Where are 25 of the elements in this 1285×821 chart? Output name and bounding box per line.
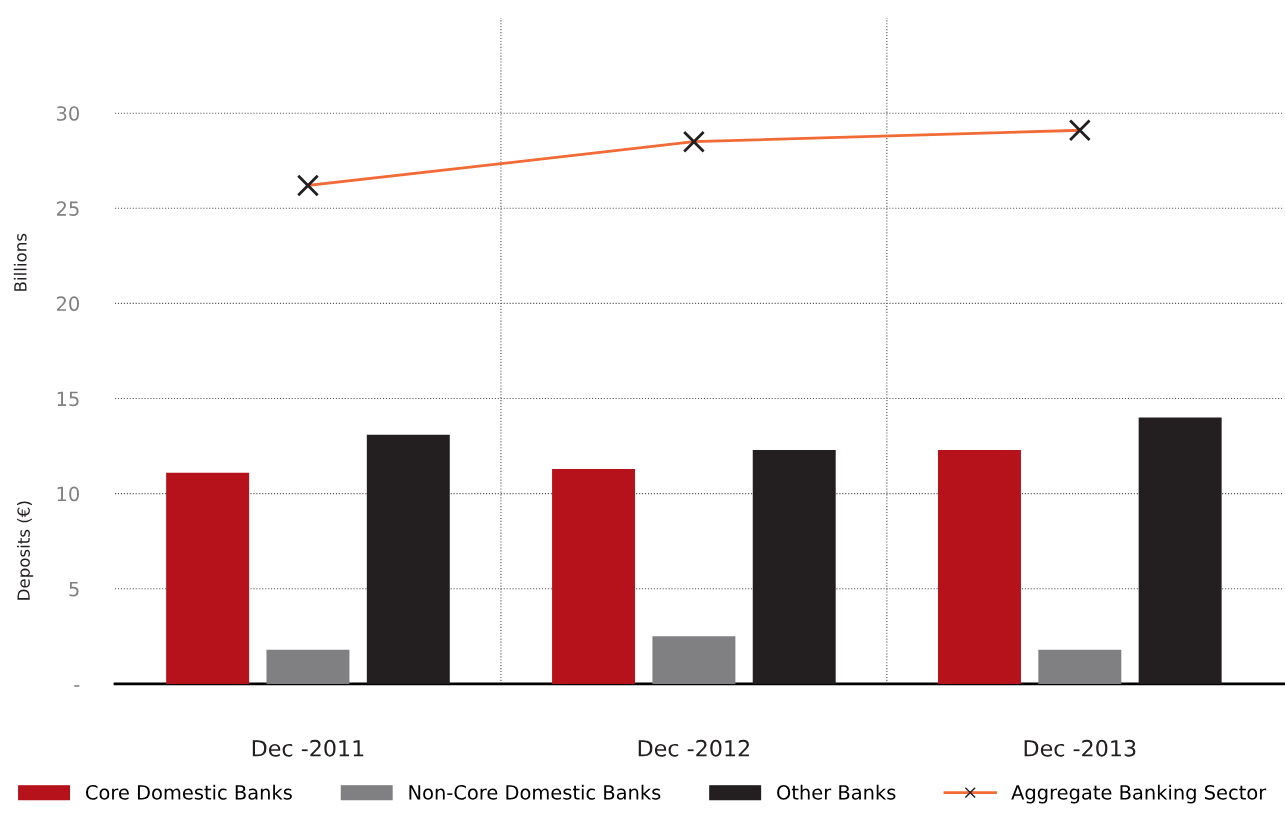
text: Billions (13, 233, 27, 291)
bar (1138, 417, 1222, 684)
legend-label: Non-Core Domestic Banks (409, 784, 661, 800)
y-tick-label: 30 (57, 106, 79, 121)
y-tick-label: - (74, 685, 80, 687)
y-axis-title: Deposits (€) (17, 501, 34, 600)
y-tick-label: 5 (69, 581, 79, 597)
bar (552, 468, 636, 684)
y-tick-label: 20 (56, 296, 79, 312)
bar (166, 472, 250, 684)
legend-label: Aggregate Banking Sector (1011, 784, 1267, 804)
bar (937, 449, 1021, 684)
bar (366, 434, 450, 684)
bar (652, 636, 736, 684)
x-tick-label: Dec -2012 (638, 739, 749, 757)
bar (1038, 649, 1122, 684)
bar (752, 449, 836, 684)
y-tick-label: 10 (57, 486, 79, 502)
legend-label: Other Banks (777, 784, 896, 800)
bar (266, 649, 350, 684)
x-tick-label: Dec -2013 (1024, 739, 1136, 757)
y-tick-label: 15 (57, 391, 79, 407)
legend-label: Core Domestic Banks (85, 784, 292, 800)
y-tick-label: 25 (56, 201, 79, 216)
x-tick-label: Dec -2011 (252, 739, 364, 757)
